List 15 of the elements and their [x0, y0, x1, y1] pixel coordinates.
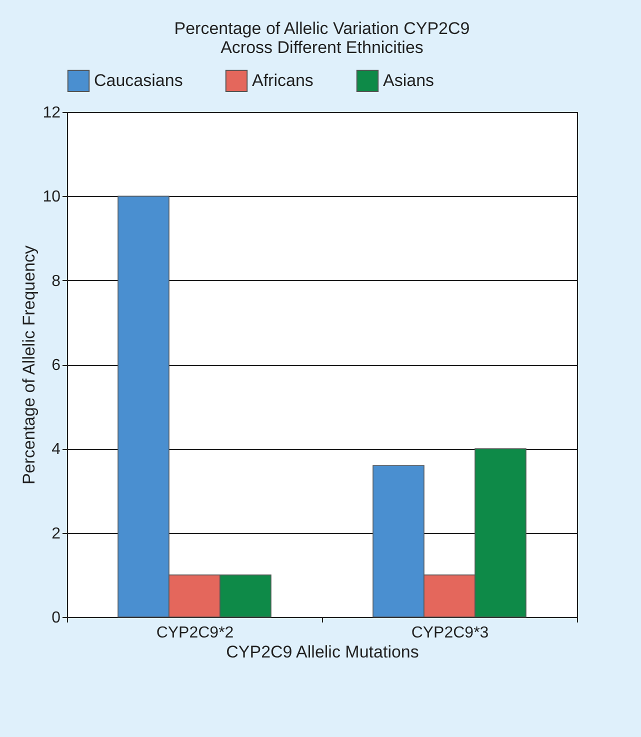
chart-title: Percentage of Allelic Variation CYP2C9 Across Different Ethnicities [174, 19, 470, 57]
y-tick-label: 6 [52, 357, 61, 374]
legend-label: Africans [252, 70, 314, 90]
y-tick-label: 4 [52, 441, 61, 458]
y-tick-label: 2 [52, 525, 61, 542]
legend-label: Asians [383, 70, 434, 90]
y-axis-title: Percentage of Allelic Frequency [20, 244, 39, 485]
legend-label: Caucasians [94, 70, 183, 90]
y-tick-label: 10 [42, 188, 61, 206]
y-tick-label: 0 [52, 610, 61, 626]
y-tick-label: 12 [42, 104, 61, 122]
y-tick-label: 8 [52, 272, 61, 290]
x-axis-title: CYP2C9 Allelic Mutations [226, 642, 419, 662]
x-tick-label: CYP2C9*3 [411, 624, 489, 642]
x-tick-label: CYP2C9*2 [156, 624, 234, 642]
